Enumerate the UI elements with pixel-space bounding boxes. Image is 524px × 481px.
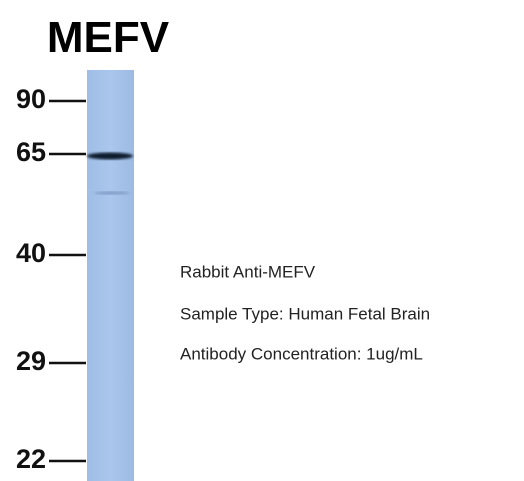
annotation-line: Rabbit Anti-MEFV [180, 262, 316, 281]
annotation-line: Antibody Concentration: 1ug/mL [180, 344, 423, 363]
annotation: Rabbit Anti-MEFV Sample Type: Human Feta… [180, 262, 430, 363]
marker-label: 65 [16, 137, 46, 167]
markers: 90 65 40 29 22 [16, 84, 86, 474]
blot-figure: MEFV 90 65 40 29 22 Rabbit Anti-MEFV Sam… [0, 0, 524, 481]
marker-label: 29 [16, 346, 46, 376]
gel-lane [87, 70, 134, 481]
marker-label: 90 [16, 84, 46, 114]
title: MEFV [47, 13, 170, 62]
band [87, 153, 133, 160]
annotation-line: Sample Type: Human Fetal Brain [180, 304, 430, 323]
faint-band [94, 191, 130, 194]
page: MEFV 90 65 40 29 22 Rabbit Anti-MEFV Sam… [0, 0, 524, 481]
marker-label: 22 [16, 444, 46, 474]
marker-label: 40 [16, 238, 46, 268]
